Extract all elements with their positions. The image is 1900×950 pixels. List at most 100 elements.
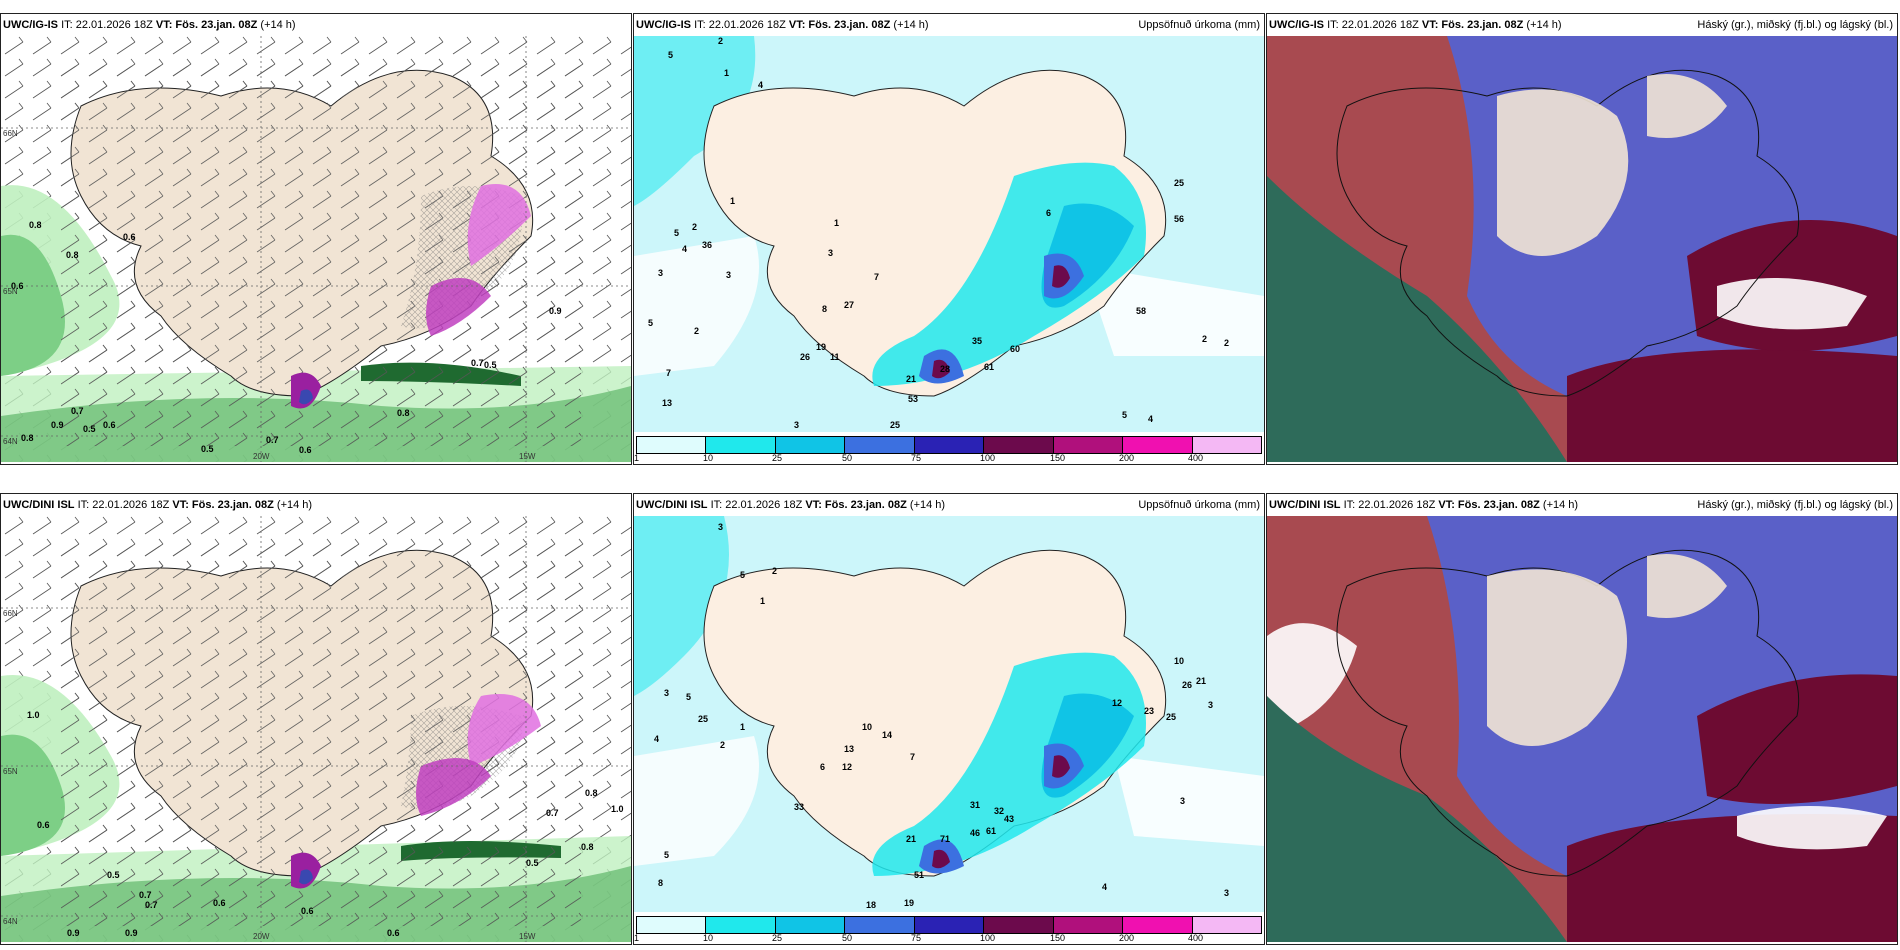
precip-label: 2 bbox=[718, 36, 723, 46]
precip-label: 2 bbox=[772, 566, 777, 576]
wind-label: 0.7 bbox=[139, 890, 152, 900]
precip-title: Uppsöfnuð úrkoma (mm) bbox=[1138, 499, 1260, 511]
precip-title: Uppsöfnuð úrkoma (mm) bbox=[1138, 19, 1260, 31]
wind-label: 0.9 bbox=[125, 928, 138, 938]
axis-label: 64N bbox=[3, 917, 18, 926]
axis-labels: 66N 65N 64N 20W 15W bbox=[3, 129, 536, 461]
precip-label: 3 bbox=[1208, 700, 1213, 710]
wind-label: 0.6 bbox=[123, 232, 136, 242]
precip-label: 36 bbox=[702, 240, 712, 250]
precip-label: 25 bbox=[1166, 712, 1176, 722]
precip-label: 4 bbox=[758, 80, 763, 90]
colorbar-tick: 25 bbox=[772, 453, 783, 463]
precip-label: 1 bbox=[730, 196, 735, 206]
precip-label: 26 bbox=[800, 352, 810, 362]
precip-label: 5 bbox=[1122, 410, 1127, 420]
valid-time-label: VT: bbox=[1421, 19, 1439, 31]
precip-label: 3 bbox=[828, 248, 833, 258]
colorbar-tick: 25 bbox=[772, 933, 783, 943]
colorbar-tick: 1 bbox=[634, 453, 640, 463]
precip-label: 1 bbox=[760, 596, 765, 606]
wind-label: 1.0 bbox=[611, 804, 624, 814]
wind-label: 0.5 bbox=[526, 858, 539, 868]
panel-header: UWC/IG-IS IT: 22.01.2026 18Z VT: Fös. 23… bbox=[1, 14, 631, 36]
colorbar-swatch bbox=[845, 437, 915, 453]
precip-label: 32 bbox=[994, 806, 1004, 816]
cloud-panel-row2: UWC/DINI ISL IT: 22.01.2026 18Z VT: Fös.… bbox=[1266, 493, 1898, 945]
axis-label: 20W bbox=[253, 932, 270, 941]
axis-label: 15W bbox=[519, 452, 536, 461]
valid-time-label: VT: bbox=[155, 19, 173, 31]
colorbar-swatch bbox=[1053, 437, 1124, 453]
valid-time: Fös. 23.jan. 08Z bbox=[175, 19, 258, 31]
precip-label: 51 bbox=[914, 870, 924, 880]
colorbar-swatch bbox=[1192, 437, 1261, 453]
valid-time-label: VT: bbox=[172, 499, 189, 511]
colorbar-tick: 75 bbox=[911, 453, 922, 463]
wind-label: 0.7 bbox=[471, 358, 484, 368]
wind-map: 1.0 0.6 0.5 0.7 0.6 0.6 0.5 0.8 0.7 0.9 … bbox=[1, 516, 631, 942]
colorbar-swatch bbox=[1053, 917, 1124, 933]
wind-label: 0.8 bbox=[66, 250, 79, 260]
precip-label: 8 bbox=[822, 304, 827, 314]
precip-label: 25 bbox=[890, 420, 900, 430]
colorbar-tick: 150 bbox=[1050, 933, 1066, 943]
precip-panel-row2: UWC/DINI ISL IT: 22.01.2026 18Z VT: Fös.… bbox=[633, 493, 1265, 945]
precip-label: 4 bbox=[1102, 882, 1107, 892]
colorbar-swatch bbox=[845, 917, 915, 933]
precip-label: 13 bbox=[844, 744, 854, 754]
precip-label: 6 bbox=[1046, 208, 1051, 218]
precip-label: 5 bbox=[664, 850, 669, 860]
wind-panel-row2: UWC/DINI ISL IT: 22.01.2026 18Z VT: Fös.… bbox=[0, 493, 632, 945]
precip-label: 12 bbox=[1112, 698, 1122, 708]
colorbar-tick: 400 bbox=[1188, 453, 1204, 463]
axis-labels: 66N 65N 64N 20W 15W bbox=[3, 609, 536, 941]
precip-label: 10 bbox=[862, 722, 872, 732]
colorbar-swatch bbox=[984, 917, 1054, 933]
wind-panel-row1: UWC/IG-IS IT: 22.01.2026 18Z VT: Fös. 23… bbox=[0, 13, 632, 465]
precip-label: 1 bbox=[740, 722, 745, 732]
valid-time: Fös. 23.jan. 08Z bbox=[1441, 19, 1524, 31]
colorbar-tick: 50 bbox=[842, 453, 853, 463]
precip-label: 10 bbox=[1174, 656, 1184, 666]
precip-label: 3 bbox=[718, 522, 723, 532]
valid-time: Fös. 23.jan. 08Z bbox=[824, 499, 907, 511]
colorbar-swatch bbox=[775, 437, 846, 453]
colorbar-swatch bbox=[706, 917, 776, 933]
precip-label: 4 bbox=[1148, 414, 1153, 424]
wind-label: 0.6 bbox=[301, 906, 314, 916]
model-name: UWC/DINI ISL bbox=[3, 499, 75, 511]
precip-label: 43 bbox=[1004, 814, 1014, 824]
precip-colorbar: 1 10 25 50 75 100 150 200 400 bbox=[634, 434, 1264, 464]
valid-time: Fös. 23.jan. 08Z bbox=[1457, 499, 1540, 511]
precip-label: 31 bbox=[970, 800, 980, 810]
wind-label: 0.7 bbox=[145, 900, 158, 910]
wind-label: 0.7 bbox=[266, 435, 279, 445]
colorbar-swatch bbox=[1123, 917, 1193, 933]
precip-label: 21 bbox=[906, 834, 916, 844]
model-name: UWC/DINI ISL bbox=[636, 499, 708, 511]
valid-time-label: VT: bbox=[1438, 499, 1455, 511]
precip-labels: 5 2 1 4 5 36 2 4 3 3 5 2 7 13 19 26 8 27… bbox=[648, 36, 1229, 430]
wind-label: 0.5 bbox=[83, 424, 96, 434]
precip-label: 3 bbox=[658, 268, 663, 278]
wind-label: 0.5 bbox=[201, 444, 214, 454]
precip-label: 60 bbox=[1010, 344, 1020, 354]
panel-header: UWC/DINI ISL IT: 22.01.2026 18Z VT: Fös.… bbox=[1267, 494, 1897, 516]
precip-label: 7 bbox=[874, 272, 879, 282]
wind-label: 0.6 bbox=[299, 445, 312, 455]
model-name: UWC/DINI ISL bbox=[1269, 499, 1341, 511]
wind-label: 0.6 bbox=[11, 281, 24, 291]
colorbar-swatches bbox=[636, 436, 1262, 454]
precip-label: 28 bbox=[940, 364, 950, 374]
lead-time: (+14 h) bbox=[1542, 499, 1579, 511]
precip-label: 12 bbox=[842, 762, 852, 772]
precip-label: 3 bbox=[794, 420, 799, 430]
axis-label: 66N bbox=[3, 129, 18, 138]
colorbar-tick: 50 bbox=[842, 933, 853, 943]
colorbar-swatch bbox=[775, 917, 846, 933]
valid-time-label: VT: bbox=[805, 499, 822, 511]
wind-label: 0.6 bbox=[103, 420, 116, 430]
colorbar-tick: 75 bbox=[911, 933, 922, 943]
precip-label: 5 bbox=[674, 228, 679, 238]
